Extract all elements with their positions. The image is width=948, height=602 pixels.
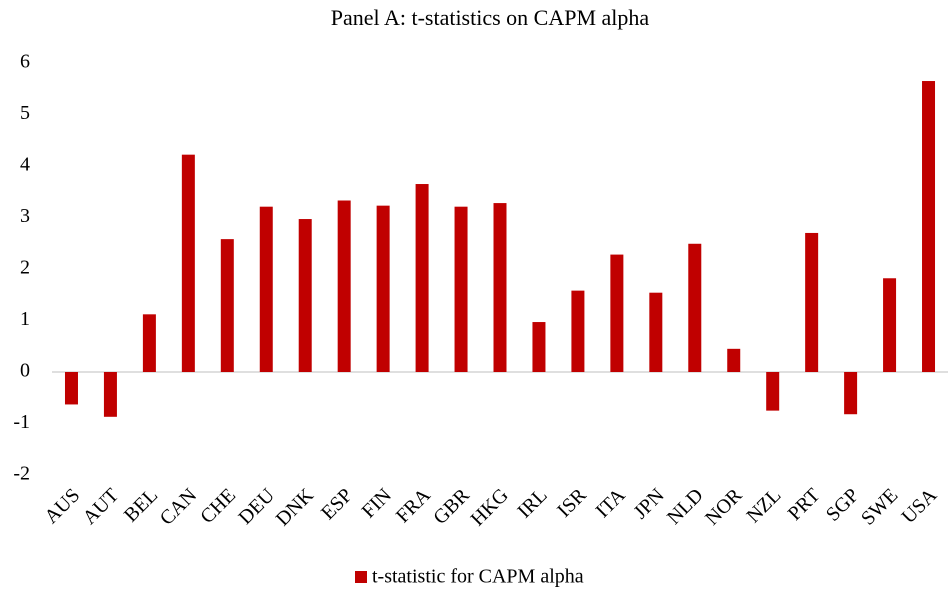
x-tick-label: FIN	[358, 484, 396, 522]
x-tick-label: ISR	[553, 484, 591, 522]
bar	[415, 184, 429, 372]
x-tick-label: ESP	[317, 484, 357, 524]
x-tick-label: CAN	[156, 484, 201, 529]
bar	[64, 372, 78, 405]
x-tick-label: SGP	[822, 484, 864, 526]
x-tick-label: CHE	[196, 484, 240, 528]
x-tick-label: SWE	[857, 484, 902, 529]
x-tick-label: DNK	[272, 484, 319, 531]
bar	[337, 200, 351, 372]
bar	[922, 81, 936, 373]
x-tick-label: ITA	[592, 484, 630, 522]
bar	[805, 232, 819, 372]
bar	[883, 278, 897, 372]
y-tick-label: 2	[20, 257, 30, 279]
y-tick-label: 4	[20, 154, 30, 176]
x-tick-label: HKG	[467, 484, 513, 530]
bar	[142, 314, 156, 372]
bar	[298, 219, 312, 372]
bar	[610, 254, 624, 372]
bar	[688, 243, 702, 372]
chart-title: Panel A: t-statistics on CAPM alpha	[331, 5, 650, 30]
bar	[220, 239, 234, 372]
bar	[571, 290, 585, 372]
bar	[532, 322, 546, 372]
bar	[766, 372, 780, 411]
legend-label: t-statistic for CAPM alpha	[372, 566, 584, 588]
x-tick-label: NOR	[701, 484, 747, 530]
x-tick-label: NZL	[742, 484, 785, 527]
bar	[259, 206, 273, 372]
bar	[454, 206, 468, 372]
bar	[376, 205, 390, 372]
x-tick-label: DEU	[234, 484, 279, 529]
legend-swatch	[355, 571, 367, 583]
x-tick-label: NLD	[663, 484, 708, 529]
y-tick-label: 5	[20, 102, 30, 124]
bar	[103, 372, 117, 417]
x-tick-label: USA	[897, 484, 941, 528]
bar	[649, 292, 663, 372]
y-tick-label: 6	[20, 51, 30, 73]
x-tick-label: BEL	[120, 484, 162, 526]
x-tick-label: AUS	[40, 484, 84, 528]
x-tick-label: JPN	[629, 484, 668, 523]
x-tick-label: AUT	[79, 484, 124, 529]
x-tick-label: FRA	[392, 484, 435, 527]
y-tick-label: 0	[20, 360, 30, 382]
y-tick-label: -1	[13, 411, 30, 433]
y-tick-label: 1	[20, 308, 30, 330]
bar	[727, 348, 741, 372]
bar	[493, 203, 507, 372]
x-tick-label: IRL	[513, 484, 551, 522]
x-tick-label: GBR	[429, 484, 474, 529]
y-tick-label: -2	[13, 463, 30, 485]
bar	[181, 154, 195, 372]
bar	[844, 372, 858, 415]
y-tick-label: 3	[20, 205, 30, 227]
x-tick-label: PRT	[784, 484, 825, 525]
